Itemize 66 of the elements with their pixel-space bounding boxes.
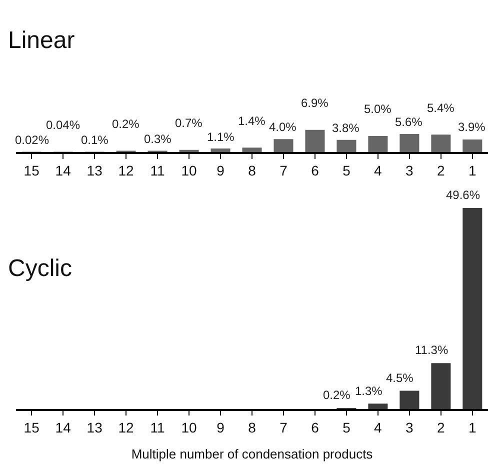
- x-tick-label: 9: [216, 420, 225, 436]
- x-tick-label: 6: [311, 420, 320, 436]
- x-tick-label: 11: [150, 420, 166, 436]
- x-tick-label: 14: [55, 420, 72, 436]
- data-label: 1.3%: [355, 384, 383, 398]
- x-tick-label: 13: [86, 162, 103, 179]
- data-label: 1.1%: [207, 130, 235, 144]
- x-tick-label: 7: [280, 162, 288, 179]
- data-label: 3.9%: [458, 120, 486, 134]
- x-axis-title: Multiple number of condensation products: [131, 446, 374, 462]
- data-label: 1.4%: [238, 114, 266, 128]
- data-label: 6.9%: [301, 96, 329, 110]
- x-tick-label: 2: [437, 420, 446, 436]
- bar: [336, 140, 356, 152]
- x-tick-label: 3: [406, 420, 414, 436]
- data-label: 4.0%: [269, 120, 297, 134]
- data-label: 0.1%: [81, 133, 109, 147]
- x-tick-label: 12: [118, 162, 134, 179]
- x-tick-label: 15: [24, 420, 40, 436]
- x-tick-label: 7: [280, 420, 288, 436]
- x-tick-label: 2: [437, 162, 446, 179]
- chart-title: Linear: [8, 27, 75, 54]
- bar: [305, 130, 325, 152]
- x-tick-label: 12: [118, 420, 134, 436]
- data-label: 0.7%: [175, 116, 203, 130]
- data-label: 5.4%: [427, 101, 455, 115]
- data-label: 0.04%: [46, 118, 80, 132]
- x-tick-label: 13: [86, 420, 103, 436]
- data-label: 0.3%: [144, 132, 172, 146]
- bar: [400, 390, 420, 409]
- data-label: 4.5%: [386, 371, 414, 385]
- x-tick-label: 4: [374, 162, 382, 179]
- x-tick-label: 6: [311, 162, 320, 179]
- x-tick-label: 14: [55, 162, 72, 179]
- x-tick-label: 3: [406, 162, 414, 179]
- data-label: 5.0%: [364, 102, 392, 116]
- bar: [368, 136, 388, 152]
- bar: [242, 148, 262, 152]
- bar: [462, 140, 482, 152]
- x-tick-label: 10: [181, 420, 198, 436]
- data-label: 3.8%: [332, 121, 360, 135]
- bar: [274, 139, 294, 152]
- bar: [431, 134, 451, 152]
- bar: [210, 148, 230, 152]
- bar: [431, 363, 451, 409]
- x-tick-label: 8: [248, 420, 256, 436]
- bar: [462, 208, 482, 409]
- data-label: 0.2%: [112, 117, 140, 131]
- x-tick-label: 4: [374, 420, 382, 436]
- bar: [400, 134, 420, 152]
- x-tick-label: 5: [342, 420, 351, 436]
- x-tick-label: 1: [468, 420, 477, 436]
- data-label: 11.3%: [415, 343, 448, 357]
- data-label: 0.02%: [15, 133, 50, 147]
- bar: [368, 404, 388, 409]
- x-tick-label: 10: [181, 162, 198, 179]
- x-tick-label: 11: [150, 162, 166, 179]
- data-label: 5.6%: [395, 115, 423, 129]
- x-tick-label: 1: [468, 162, 477, 179]
- x-tick-label: 15: [24, 162, 40, 179]
- text: Cyclic: [8, 255, 72, 282]
- x-tick-label: 8: [248, 162, 256, 179]
- x-tick-label: 9: [216, 162, 225, 179]
- data-label: 0.2%: [323, 388, 351, 402]
- x-tick-label: 5: [342, 162, 351, 179]
- data-label: 49.6%: [446, 188, 480, 202]
